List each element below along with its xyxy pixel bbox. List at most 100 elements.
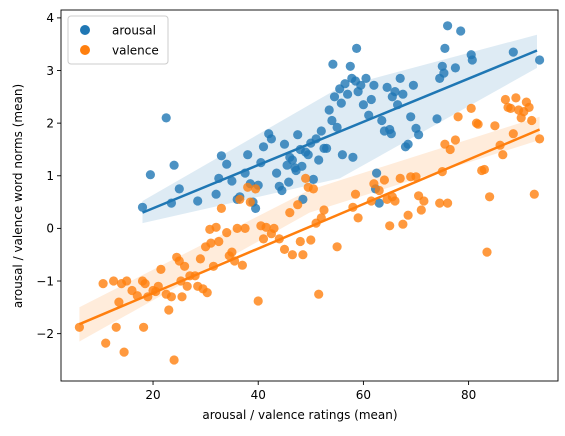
data-point-valence	[109, 276, 119, 286]
data-point-valence	[479, 164, 489, 175]
x-tick-label: 40	[251, 388, 266, 402]
data-point-arousal	[440, 43, 450, 54]
data-point-arousal	[284, 177, 294, 187]
data-point-valence	[295, 236, 305, 247]
data-point-arousal	[348, 152, 358, 162]
data-point-valence	[385, 221, 395, 231]
data-point-valence	[211, 222, 221, 232]
y-tick-label: 0	[46, 222, 54, 236]
data-point-arousal	[222, 159, 232, 169]
data-point-arousal	[174, 184, 184, 194]
data-point-arousal	[535, 55, 545, 65]
data-point-arousal	[508, 47, 518, 57]
data-point-valence	[298, 250, 308, 260]
data-point-valence	[169, 355, 179, 365]
data-point-valence	[508, 129, 518, 139]
data-point-valence	[240, 223, 250, 233]
data-point-arousal	[403, 139, 413, 149]
data-point-arousal	[329, 92, 340, 102]
data-point-valence	[511, 93, 521, 103]
data-point-valence	[269, 223, 279, 233]
data-point-valence	[119, 347, 129, 357]
data-point-valence	[473, 119, 483, 129]
data-point-valence	[445, 144, 455, 155]
data-point-valence	[227, 247, 237, 257]
data-point-valence	[419, 196, 429, 206]
x-axis-label: arousal / valence ratings (mean)	[202, 408, 397, 422]
data-point-valence	[195, 254, 205, 264]
data-point-valence	[527, 115, 537, 126]
data-point-arousal	[337, 150, 347, 160]
legend-marker-valence	[80, 45, 90, 55]
data-point-arousal	[386, 129, 396, 139]
data-point-valence	[279, 244, 290, 254]
data-point-arousal	[406, 112, 416, 122]
data-point-valence	[332, 242, 342, 252]
x-tick-label: 80	[461, 388, 476, 402]
data-point-arousal	[340, 79, 350, 89]
data-point-valence	[416, 205, 426, 215]
data-point-arousal	[287, 155, 297, 165]
data-point-valence	[482, 247, 492, 257]
legend-label-arousal: arousal	[112, 24, 156, 38]
regression-line-valence	[78, 128, 541, 326]
data-point-valence	[114, 297, 124, 307]
data-point-valence	[500, 94, 510, 105]
data-point-arousal	[303, 150, 313, 160]
data-point-arousal	[308, 174, 318, 184]
data-point-valence	[490, 121, 500, 131]
data-point-arousal	[352, 43, 362, 54]
data-point-arousal	[277, 185, 287, 196]
data-point-valence	[453, 112, 463, 122]
plot-area	[60, 9, 559, 382]
data-point-arousal	[395, 73, 405, 83]
data-point-arousal	[327, 115, 337, 126]
data-point-arousal	[336, 98, 346, 108]
data-point-arousal	[145, 170, 155, 180]
data-point-arousal	[266, 134, 276, 144]
data-point-arousal	[243, 150, 253, 160]
data-point-valence	[74, 322, 84, 332]
data-point-valence	[222, 228, 232, 238]
data-point-arousal	[297, 161, 307, 171]
data-point-arousal	[414, 130, 424, 140]
regression-line-arousal	[142, 49, 538, 214]
data-point-arousal	[361, 73, 371, 83]
x-tick-label: 60	[356, 388, 371, 402]
data-point-valence	[306, 235, 316, 245]
data-point-valence	[529, 189, 539, 199]
data-point-valence	[140, 279, 150, 289]
data-point-arousal	[366, 94, 376, 105]
data-point-valence	[374, 185, 384, 196]
data-point-arousal	[328, 59, 338, 69]
data-point-arousal	[398, 89, 408, 99]
data-point-arousal	[356, 80, 366, 90]
data-point-valence	[353, 213, 363, 223]
data-point-valence	[206, 238, 216, 248]
data-point-arousal	[316, 126, 326, 136]
data-point-valence	[139, 322, 149, 332]
data-point-valence	[261, 222, 271, 232]
data-point-arousal	[332, 122, 342, 132]
data-point-valence	[485, 192, 495, 202]
data-point-valence	[156, 264, 166, 274]
data-point-valence	[379, 175, 389, 185]
data-point-valence	[301, 173, 311, 183]
x-tick-label: 20	[145, 388, 160, 402]
data-point-arousal	[227, 176, 237, 186]
data-point-valence	[524, 102, 534, 112]
y-tick-label: 3	[46, 64, 54, 78]
y-tick-label: 4	[46, 11, 54, 25]
data-point-valence	[98, 279, 108, 289]
data-point-arousal	[251, 203, 261, 213]
data-point-valence	[466, 103, 476, 113]
data-point-arousal	[324, 105, 334, 115]
data-point-valence	[122, 276, 132, 286]
y-axis-label: arousal / valence word norms (mean)	[11, 84, 25, 308]
data-point-arousal	[439, 68, 449, 78]
data-point-valence	[177, 292, 187, 302]
data-point-arousal	[390, 87, 400, 97]
data-point-valence	[180, 261, 190, 271]
data-point-arousal	[211, 189, 221, 199]
data-point-valence	[350, 189, 361, 199]
